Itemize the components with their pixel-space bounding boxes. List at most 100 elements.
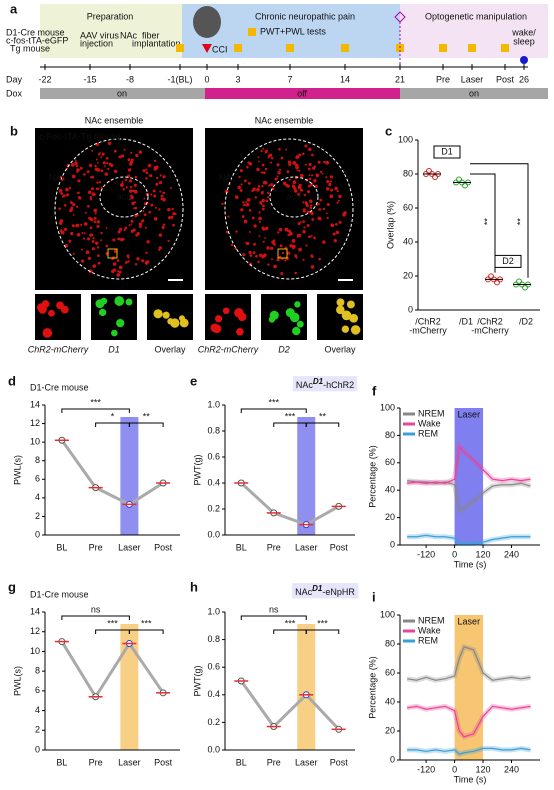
cell — [330, 188, 334, 192]
point — [522, 284, 528, 291]
label: a — [10, 1, 18, 16]
y-tick-label: 20 — [385, 725, 395, 735]
cell — [36, 303, 46, 312]
cell — [68, 186, 72, 190]
cell — [91, 149, 94, 152]
dox-on — [40, 88, 205, 99]
cell — [58, 207, 62, 211]
label: * — [111, 411, 115, 421]
cell — [155, 206, 158, 209]
bracket — [305, 422, 340, 427]
cell — [261, 163, 265, 167]
y-tick-label: 60 — [385, 457, 395, 467]
label: f — [372, 383, 377, 398]
cell — [125, 298, 133, 306]
cell — [288, 231, 293, 236]
x-tick-label: BL — [56, 542, 67, 552]
cell — [127, 158, 131, 162]
cell — [101, 152, 105, 156]
cell — [306, 210, 310, 214]
cell — [278, 168, 282, 171]
bracket — [128, 629, 164, 634]
cell — [262, 240, 265, 243]
x-tick-label: 0 — [452, 549, 457, 559]
legend-label: Wake — [418, 418, 441, 428]
outline — [269, 176, 319, 218]
cell — [48, 309, 55, 317]
point — [462, 182, 468, 189]
cell — [98, 308, 107, 317]
cell — [68, 239, 72, 243]
legend-label: REM — [418, 428, 438, 438]
cell — [237, 185, 241, 190]
cell — [307, 190, 311, 194]
cell — [123, 148, 126, 151]
title-part: -hChR2 — [323, 380, 354, 390]
cell — [87, 256, 92, 261]
cell — [153, 166, 158, 171]
cell — [350, 325, 361, 335]
cell — [76, 232, 81, 237]
cell — [270, 156, 274, 160]
cell — [65, 187, 69, 192]
cell — [117, 230, 121, 234]
roi — [107, 248, 118, 259]
dox-off — [205, 88, 400, 99]
cell — [248, 162, 253, 166]
y-tick-label: 12 — [30, 626, 40, 636]
cell — [252, 251, 256, 255]
cell — [72, 202, 76, 207]
cell — [284, 259, 287, 262]
label: 0 — [204, 74, 209, 84]
cell — [118, 155, 122, 159]
label: CCI — [212, 44, 228, 54]
label: Overlay — [324, 344, 356, 354]
label: ns — [269, 604, 279, 614]
x-tick-label: 120 — [476, 764, 491, 774]
cell — [153, 216, 158, 221]
x-tick-label: BL — [56, 757, 67, 767]
mean-line — [60, 439, 164, 507]
x-tick-label: Pre — [89, 542, 103, 552]
cell — [162, 197, 166, 202]
cell — [133, 207, 136, 210]
y-tick-label: 0.4 — [207, 477, 220, 487]
title-part: NAc — [296, 380, 314, 390]
cell — [257, 185, 261, 188]
legend-label: REM — [418, 635, 438, 645]
cell — [288, 163, 292, 167]
label: *** — [141, 618, 152, 628]
cell — [308, 174, 311, 177]
cell — [307, 167, 311, 171]
title: D1-Cre mouse — [30, 382, 89, 392]
cell — [142, 219, 145, 221]
cell — [94, 165, 97, 168]
test-marker — [248, 28, 256, 36]
cell — [294, 271, 297, 275]
cell — [276, 258, 280, 262]
y-tick-label: 2 — [35, 725, 40, 735]
cell — [135, 153, 139, 158]
cell — [303, 226, 306, 229]
cell — [158, 246, 162, 250]
title-part: D1 — [313, 377, 324, 386]
y-tick-label: 10 — [30, 646, 40, 656]
label: *** — [317, 618, 328, 628]
label: g — [8, 579, 16, 594]
cell — [133, 228, 136, 232]
cell — [134, 175, 138, 179]
y-label: PWT(g) — [192, 455, 202, 486]
label: D1-Cre mouse — [6, 27, 65, 37]
y-tick-label: 40 — [385, 485, 395, 495]
y-tick-label: 4 — [35, 492, 40, 502]
cell — [169, 187, 172, 190]
cell — [319, 198, 323, 202]
cell — [292, 160, 297, 165]
cell — [92, 264, 97, 268]
roi — [277, 248, 288, 259]
cell — [172, 223, 175, 227]
x-tick-label: -mCherry — [471, 325, 509, 335]
cell — [260, 171, 264, 174]
y-tick-label: 100 — [398, 134, 413, 144]
cell — [90, 175, 95, 179]
